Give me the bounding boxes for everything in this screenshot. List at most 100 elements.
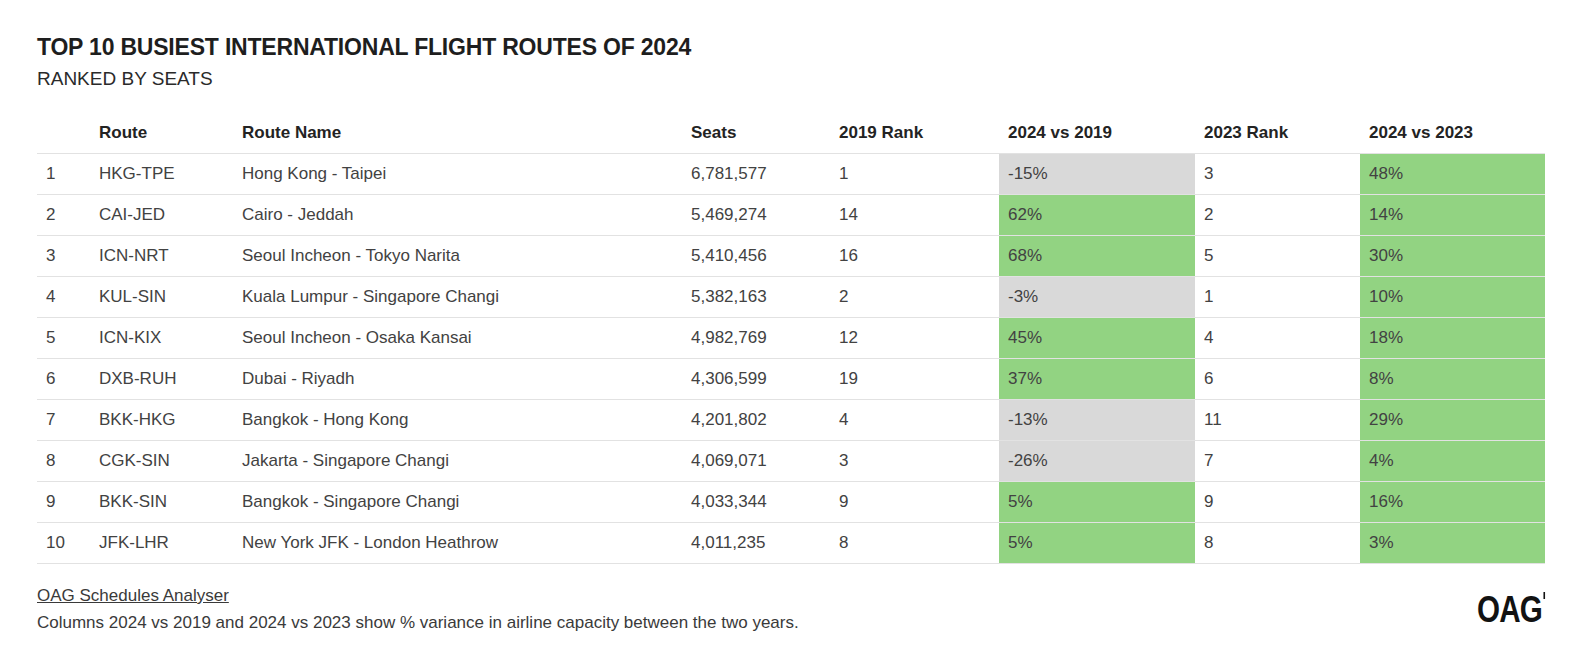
cell-seats: 6,781,577 [682,154,830,195]
cell-rank: 10 [37,523,90,564]
cell-2023-rank: 2 [1195,195,1360,236]
cell-2024-vs-2023: 30% [1360,236,1545,277]
cell-route-name: Seoul Incheon - Osaka Kansai [233,318,682,359]
footer: OAG Schedules Analyser Columns 2024 vs 2… [37,586,1545,633]
table-row: 4 KUL-SIN Kuala Lumpur - Singapore Chang… [37,277,1545,318]
cell-seats: 5,382,163 [682,277,830,318]
cell-2019-rank: 12 [830,318,999,359]
cell-rank: 5 [37,318,90,359]
cell-route-name: Jakarta - Singapore Changi [233,441,682,482]
col-header-2019-rank: 2019 Rank [830,117,999,154]
table-row: 2 CAI-JED Cairo - Jeddah 5,469,274 14 62… [37,195,1545,236]
cell-2024-vs-2023: 10% [1360,277,1545,318]
cell-rank: 4 [37,277,90,318]
table-row: 7 BKK-HKG Bangkok - Hong Kong 4,201,802 … [37,400,1545,441]
col-header-route-name: Route Name [233,117,682,154]
cell-route-name: Bangkok - Singapore Changi [233,482,682,523]
cell-2024-vs-2023: 48% [1360,154,1545,195]
cell-2023-rank: 1 [1195,277,1360,318]
col-header-rank [37,117,90,154]
cell-rank: 9 [37,482,90,523]
cell-seats: 4,011,235 [682,523,830,564]
cell-2023-rank: 9 [1195,482,1360,523]
cell-2019-rank: 2 [830,277,999,318]
table-row: 6 DXB-RUH Dubai - Riyadh 4,306,599 19 37… [37,359,1545,400]
cell-2024-vs-2023: 16% [1360,482,1545,523]
cell-route-name: Kuala Lumpur - Singapore Changi [233,277,682,318]
cell-route-name: Bangkok - Hong Kong [233,400,682,441]
page-title: TOP 10 BUSIEST INTERNATIONAL FLIGHT ROUT… [37,34,1545,61]
cell-seats: 4,982,769 [682,318,830,359]
cell-2024-vs-2019: -3% [999,277,1195,318]
cell-2019-rank: 19 [830,359,999,400]
cell-2019-rank: 1 [830,154,999,195]
table-row: 9 BKK-SIN Bangkok - Singapore Changi 4,0… [37,482,1545,523]
col-header-route: Route [90,117,233,154]
trademark-mark-icon [1543,592,1545,599]
cell-route: ICN-NRT [90,236,233,277]
col-header-2024-vs-2023: 2024 vs 2023 [1360,117,1545,154]
cell-rank: 6 [37,359,90,400]
table-row: 8 CGK-SIN Jakarta - Singapore Changi 4,0… [37,441,1545,482]
cell-route: CGK-SIN [90,441,233,482]
cell-route-name: New York JFK - London Heathrow [233,523,682,564]
cell-2023-rank: 3 [1195,154,1360,195]
infographic-page: TOP 10 BUSIEST INTERNATIONAL FLIGHT ROUT… [0,0,1583,633]
cell-2019-rank: 8 [830,523,999,564]
cell-2023-rank: 6 [1195,359,1360,400]
cell-route: DXB-RUH [90,359,233,400]
cell-route-name: Seoul Incheon - Tokyo Narita [233,236,682,277]
source-link[interactable]: OAG Schedules Analyser [37,586,229,606]
cell-2024-vs-2019: 5% [999,482,1195,523]
cell-route: KUL-SIN [90,277,233,318]
cell-2023-rank: 5 [1195,236,1360,277]
cell-rank: 2 [37,195,90,236]
cell-rank: 3 [37,236,90,277]
cell-seats: 4,069,071 [682,441,830,482]
cell-2024-vs-2019: 45% [999,318,1195,359]
cell-route: BKK-SIN [90,482,233,523]
cell-2019-rank: 14 [830,195,999,236]
col-header-2023-rank: 2023 Rank [1195,117,1360,154]
footer-note: Columns 2024 vs 2019 and 2024 vs 2023 sh… [37,613,799,633]
cell-2024-vs-2023: 18% [1360,318,1545,359]
cell-2023-rank: 8 [1195,523,1360,564]
cell-2024-vs-2019: -15% [999,154,1195,195]
routes-table: Route Route Name Seats 2019 Rank 2024 vs… [37,117,1545,564]
cell-rank: 1 [37,154,90,195]
cell-seats: 4,201,802 [682,400,830,441]
cell-route-name: Hong Kong - Taipei [233,154,682,195]
cell-2019-rank: 9 [830,482,999,523]
cell-route: BKK-HKG [90,400,233,441]
cell-2024-vs-2023: 14% [1360,195,1545,236]
cell-route-name: Dubai - Riyadh [233,359,682,400]
cell-2019-rank: 16 [830,236,999,277]
cell-route: HKG-TPE [90,154,233,195]
table-row: 10 JFK-LHR New York JFK - London Heathro… [37,523,1545,564]
cell-2024-vs-2019: -13% [999,400,1195,441]
cell-seats: 5,469,274 [682,195,830,236]
cell-route: CAI-JED [90,195,233,236]
cell-2023-rank: 4 [1195,318,1360,359]
oag-logo-text: OAG [1477,589,1542,630]
cell-route: ICN-KIX [90,318,233,359]
cell-seats: 4,306,599 [682,359,830,400]
page-subtitle: RANKED BY SEATS [37,68,1545,90]
cell-2024-vs-2023: 29% [1360,400,1545,441]
table-row: 3 ICN-NRT Seoul Incheon - Tokyo Narita 5… [37,236,1545,277]
cell-2024-vs-2019: 37% [999,359,1195,400]
cell-rank: 8 [37,441,90,482]
cell-rank: 7 [37,400,90,441]
footer-text: OAG Schedules Analyser Columns 2024 vs 2… [37,586,799,633]
cell-2024-vs-2023: 4% [1360,441,1545,482]
cell-2019-rank: 4 [830,400,999,441]
table-header-row: Route Route Name Seats 2019 Rank 2024 vs… [37,117,1545,154]
cell-2024-vs-2019: 62% [999,195,1195,236]
cell-seats: 4,033,344 [682,482,830,523]
cell-2024-vs-2019: 5% [999,523,1195,564]
cell-2023-rank: 7 [1195,441,1360,482]
col-header-seats: Seats [682,117,830,154]
oag-logo: OAG [1477,591,1545,628]
cell-seats: 5,410,456 [682,236,830,277]
table-row: 1 HKG-TPE Hong Kong - Taipei 6,781,577 1… [37,154,1545,195]
